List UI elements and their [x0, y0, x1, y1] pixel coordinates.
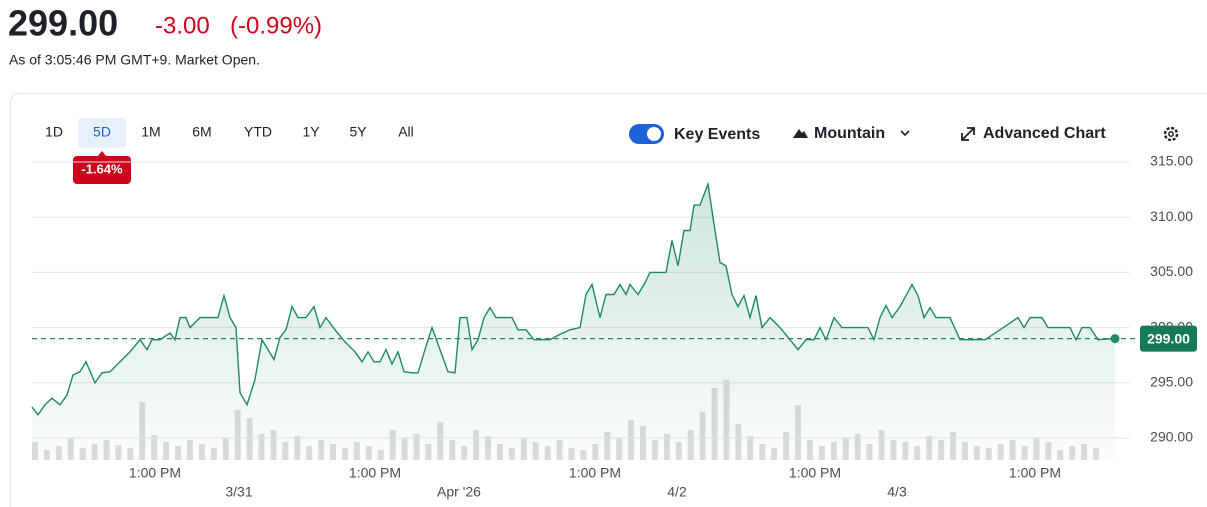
price-change-percent: (-0.99%): [230, 12, 322, 39]
price-badge-label: 299.00: [1147, 330, 1190, 346]
range-button[interactable]: YTD: [244, 124, 272, 140]
range-selector: 1D 5D -1.64% 1M 6M YTD 1Y 5Y All: [45, 118, 414, 184]
range-button[interactable]: All: [398, 124, 414, 140]
settings-icon[interactable]: [1163, 126, 1179, 142]
gear-hub: [1168, 131, 1174, 137]
plot: 290.00295.00300.00305.00310.00315.001:00…: [31, 153, 1197, 500]
range-button[interactable]: 5D: [93, 124, 111, 140]
chart-style[interactable]: Mountain: [814, 125, 885, 142]
range-button[interactable]: 1D: [45, 124, 63, 140]
advanced-chart[interactable]: Advanced Chart: [983, 125, 1106, 142]
timestamp: As of 3:05:46 PM GMT+9. Market Open.: [9, 52, 260, 68]
y-tick-label: 305.00: [1150, 263, 1193, 279]
range-button[interactable]: 1M: [141, 124, 160, 140]
area-fill: [32, 184, 1115, 460]
price-change: -3.00: [155, 12, 210, 39]
x-tick-label: 1:00 PM: [569, 465, 621, 481]
last-point: [1110, 334, 1120, 344]
gear-teeth: [1163, 126, 1179, 142]
date-tick-label: Apr '26: [437, 484, 481, 500]
mountain-icon: [793, 129, 808, 138]
badge-pointer: [97, 151, 107, 157]
range-button[interactable]: 6M: [192, 124, 211, 140]
range-button[interactable]: 5Y: [349, 124, 367, 140]
date-tick-label: 3/31: [225, 484, 252, 500]
key-events-label[interactable]: Key Events: [674, 126, 760, 143]
expand-icon: [961, 127, 975, 141]
toggle-knob: [647, 127, 661, 141]
date-tick-label: 4/3: [887, 484, 907, 500]
range-button[interactable]: 1Y: [302, 124, 320, 140]
range-change: -1.64%: [81, 161, 123, 176]
x-tick-label: 1:00 PM: [1009, 465, 1061, 481]
chevron: [900, 130, 910, 137]
range-change-badge: [73, 156, 131, 184]
range-highlight: [78, 118, 126, 148]
price: 299.00: [8, 3, 118, 44]
y-tick-label: 315.00: [1150, 153, 1193, 169]
x-tick-label: 1:00 PM: [789, 465, 841, 481]
y-tick-label: 310.00: [1150, 208, 1193, 224]
date-tick-label: 4/2: [667, 484, 687, 500]
y-tick-label: 295.00: [1150, 373, 1193, 389]
price-line: [31, 181, 1116, 416]
x-tick-label: 1:00 PM: [129, 465, 181, 481]
price-badge: [1140, 325, 1197, 352]
y-tick-label: 290.00: [1150, 429, 1193, 445]
x-tick-label: 1:00 PM: [349, 465, 401, 481]
